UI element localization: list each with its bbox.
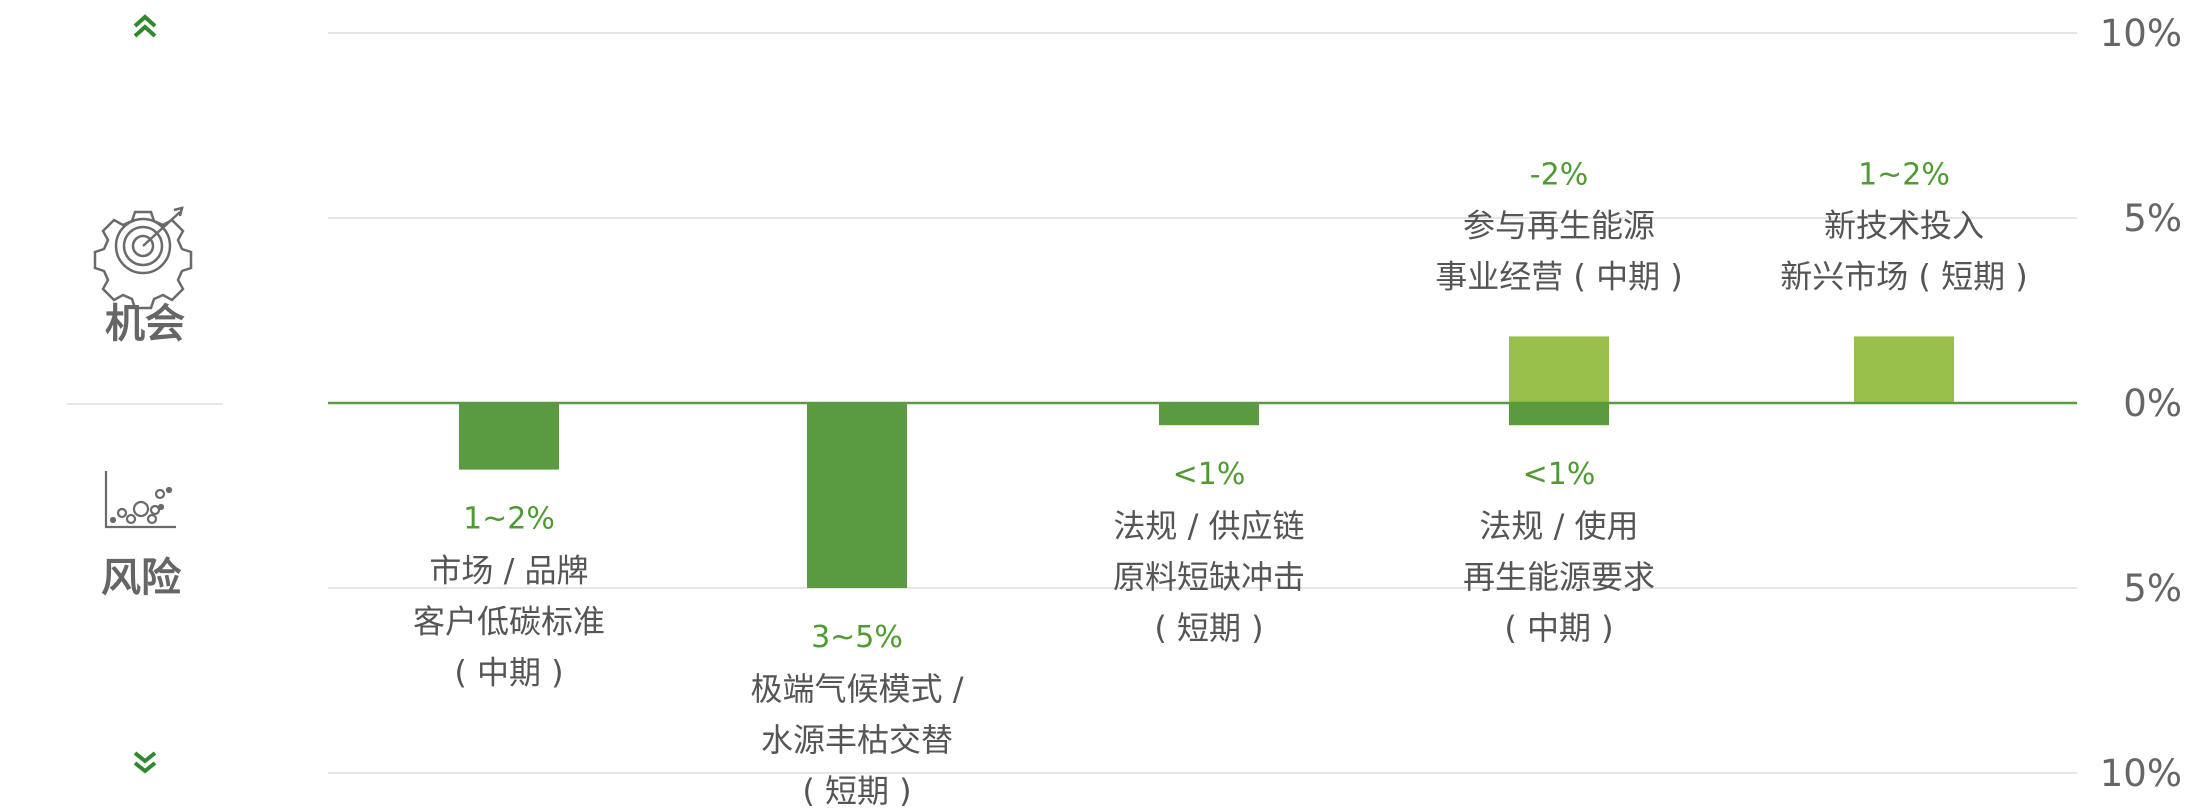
risk-category-label: ( 短期 ) — [802, 772, 911, 810]
opportunity-bar — [1854, 336, 1954, 403]
chevron-double-up-icon — [133, 14, 157, 38]
gear-target-icon — [93, 206, 193, 310]
y-tick-label: 10% — [2100, 752, 2182, 795]
scroll-up-button[interactable] — [133, 14, 157, 38]
risk-category-label: ( 短期 ) — [1154, 609, 1263, 647]
y-tick-label: 5% — [2123, 197, 2182, 240]
opportunity-category-label: 新技术投入 — [1824, 206, 1984, 244]
risk-bar — [807, 403, 907, 588]
risk-value-label: <1% — [1173, 457, 1246, 492]
risk-category-label: 水源丰枯交替 — [761, 721, 953, 759]
risk-category-label: ( 中期 ) — [454, 654, 563, 692]
opportunity-bar — [1509, 336, 1609, 403]
scroll-down-button[interactable] — [133, 751, 157, 774]
opportunity-label: 机会 — [105, 301, 185, 347]
risk-category-label: 市场 / 品牌 — [429, 552, 588, 590]
gridlines — [328, 32, 2077, 774]
y-tick-label: 0% — [2123, 382, 2182, 425]
opportunity-category-label: 新兴市场 ( 短期 ) — [1780, 257, 2028, 295]
risk-bar — [1159, 403, 1259, 426]
y-tick-label: 10% — [2100, 12, 2182, 55]
risk-category-label: ( 中期 ) — [1504, 609, 1613, 647]
risk-value-label: 1~2% — [463, 502, 555, 537]
opportunity-value-label: 1~2% — [1858, 157, 1950, 192]
opportunity-category-label: 事业经营 ( 中期 ) — [1435, 257, 1683, 295]
risk-category-label: 原料短缺冲击 — [1113, 558, 1305, 596]
y-tick-label: 5% — [2123, 567, 2182, 610]
risk-category-label: 法规 / 使用 — [1479, 507, 1638, 545]
risk-value-label: 3~5% — [811, 620, 903, 655]
risk-category-label: 再生能源要求 — [1463, 558, 1655, 596]
risk-bar — [1509, 403, 1609, 426]
risk-label: 风险 — [101, 555, 182, 601]
opportunity-category-label: 参与再生能源 — [1463, 206, 1655, 244]
risk-bar — [459, 403, 559, 470]
bars — [328, 336, 2077, 588]
chevron-double-down-icon — [133, 751, 157, 774]
scatter-chart-icon — [104, 471, 176, 529]
risk-category-label: 极端气候模式 / — [751, 670, 964, 708]
risk-category-label: 法规 / 供应链 — [1113, 507, 1304, 545]
opportunity-value-label: -2% — [1530, 157, 1588, 192]
risk-value-label: <1% — [1523, 457, 1596, 492]
risk-category-label: 客户低碳标准 — [413, 603, 605, 641]
